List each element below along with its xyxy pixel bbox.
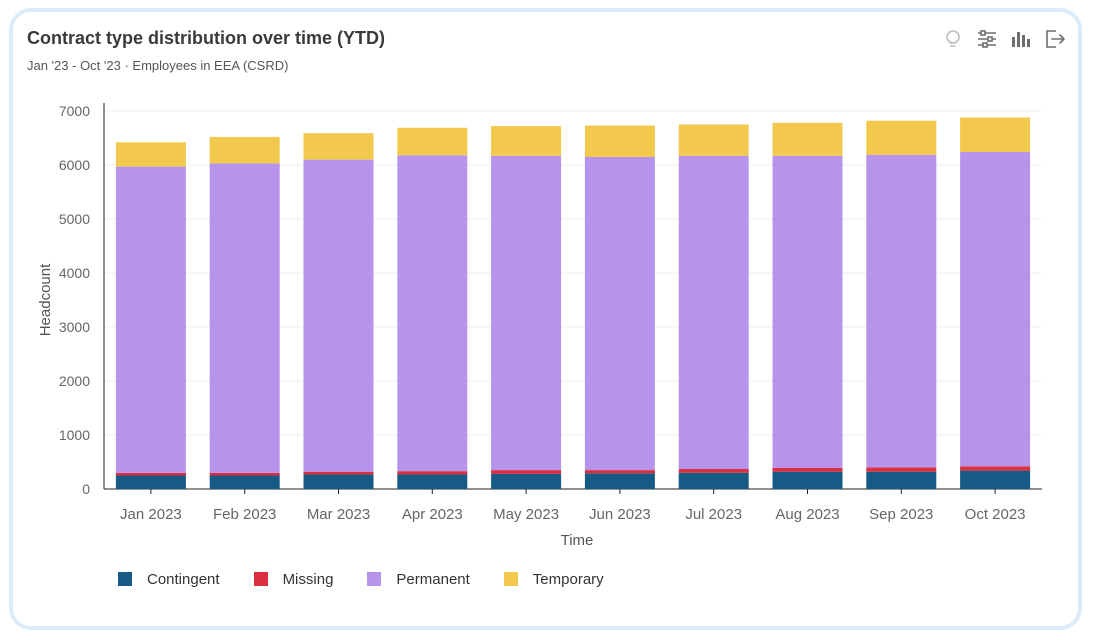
bar-segment-temporary[interactable] <box>209 136 280 164</box>
y-tick-label: 1000 <box>59 427 90 443</box>
y-tick-label: 6000 <box>59 157 90 173</box>
y-axis-title: Headcount <box>37 263 54 336</box>
bar-segment-permanent[interactable] <box>772 155 843 468</box>
y-tick-label: 4000 <box>59 265 90 281</box>
x-tick-label: Oct 2023 <box>965 506 1026 523</box>
bar-segment-permanent[interactable] <box>491 155 562 471</box>
bar-segment-contingent[interactable] <box>303 474 374 489</box>
chart-legend: Contingent Missing Permanent Temporary <box>118 568 638 590</box>
bar-segment-contingent[interactable] <box>678 472 749 489</box>
legend-item-temporary[interactable]: Temporary <box>503 570 604 588</box>
x-tick-label: Jul 2023 <box>685 506 742 523</box>
bar-segment-permanent[interactable] <box>866 154 937 468</box>
bar-segment-temporary[interactable] <box>491 126 562 156</box>
x-tick-label: Feb 2023 <box>213 506 276 523</box>
legend-label: Missing <box>282 570 334 588</box>
bar-segment-missing[interactable] <box>303 471 374 475</box>
bar-segment-temporary[interactable] <box>397 127 468 156</box>
x-tick-label: Sep 2023 <box>869 506 933 523</box>
lightbulb-icon[interactable] <box>940 26 966 52</box>
bar-segment-missing[interactable] <box>772 467 843 472</box>
x-tick-label: Jan 2023 <box>120 506 182 523</box>
bar-segment-temporary[interactable] <box>678 124 749 156</box>
bar-segment-contingent[interactable] <box>491 473 562 489</box>
bar-segment-contingent[interactable] <box>960 470 1031 489</box>
bar-segment-missing[interactable] <box>491 470 562 474</box>
x-tick-label: Apr 2023 <box>402 506 463 523</box>
bar-segment-missing[interactable] <box>209 472 280 476</box>
x-tick-label: Jun 2023 <box>589 506 651 523</box>
chart-toolbar <box>940 26 1070 52</box>
legend-swatch <box>118 572 132 586</box>
bar-segment-temporary[interactable] <box>584 125 655 157</box>
bar-segment-missing[interactable] <box>678 469 749 473</box>
legend-item-permanent[interactable]: Permanent <box>367 570 470 588</box>
x-tick-label: Aug 2023 <box>775 506 839 523</box>
x-tick-label: Mar 2023 <box>307 506 370 523</box>
bar-segment-permanent[interactable] <box>584 156 655 471</box>
bar-segment-contingent[interactable] <box>209 475 280 490</box>
bar-segment-contingent[interactable] <box>772 471 843 489</box>
bar-segment-permanent[interactable] <box>678 155 749 470</box>
bar-segment-temporary[interactable] <box>960 117 1031 153</box>
bar-segment-missing[interactable] <box>866 467 937 472</box>
bar-segment-permanent[interactable] <box>115 166 186 473</box>
y-tick-label: 7000 <box>59 103 90 119</box>
bar-segment-temporary[interactable] <box>303 133 374 160</box>
chart-title: Contract type distribution over time (YT… <box>27 28 386 48</box>
bar-segment-permanent[interactable] <box>960 152 1031 467</box>
bar-segment-temporary[interactable] <box>866 120 937 155</box>
bar-segment-missing[interactable] <box>397 471 468 475</box>
y-tick-label: 5000 <box>59 211 90 227</box>
legend-item-missing[interactable]: Missing <box>253 570 334 588</box>
bar-segment-permanent[interactable] <box>209 163 280 473</box>
sliders-icon[interactable] <box>974 26 1000 52</box>
legend-label: Permanent <box>396 570 470 588</box>
legend-swatch <box>503 572 518 586</box>
bar-segment-contingent[interactable] <box>584 473 655 489</box>
bar-segment-temporary[interactable] <box>772 122 843 156</box>
bar-chart-icon[interactable] <box>1008 26 1034 52</box>
export-icon[interactable] <box>1042 26 1068 52</box>
bar-segment-temporary[interactable] <box>115 142 186 167</box>
x-axis-title: Time <box>561 532 594 549</box>
bar-segment-contingent[interactable] <box>115 475 186 490</box>
bar-segment-permanent[interactable] <box>397 155 468 472</box>
bar-segment-missing[interactable] <box>115 472 186 476</box>
legend-swatch <box>253 572 268 586</box>
y-tick-label: 0 <box>82 481 90 497</box>
bar-segment-contingent[interactable] <box>397 474 468 489</box>
bar-segment-permanent[interactable] <box>303 159 374 472</box>
bar-segment-missing[interactable] <box>960 466 1031 471</box>
legend-label: Contingent <box>147 570 220 588</box>
y-tick-label: 3000 <box>59 319 90 335</box>
legend-swatch <box>367 572 382 586</box>
y-tick-label: 2000 <box>59 373 90 389</box>
bar-segment-contingent[interactable] <box>866 471 937 489</box>
x-tick-label: May 2023 <box>493 506 559 523</box>
chart-subtitle: Jan '23 - Oct '23 · Employees in EEA (CS… <box>27 58 289 73</box>
legend-item-contingent[interactable]: Contingent <box>118 571 220 588</box>
legend-label: Temporary <box>532 570 604 588</box>
bar-segment-missing[interactable] <box>584 470 655 474</box>
